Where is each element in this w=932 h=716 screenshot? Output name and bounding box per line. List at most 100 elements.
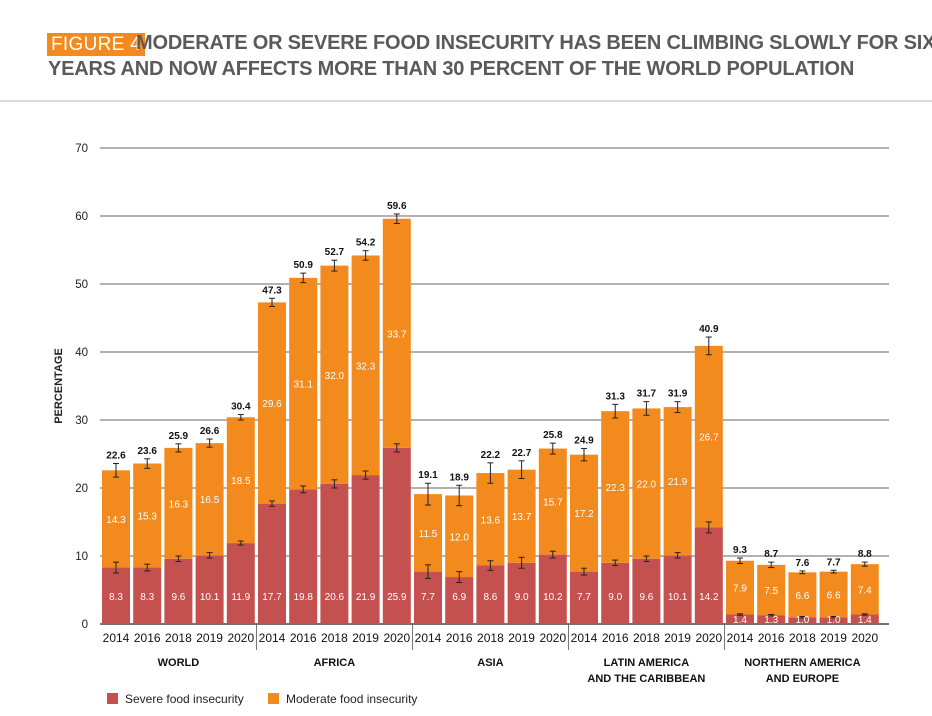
bar-moderate	[694, 345, 723, 528]
data-label-moderate: 14.3	[106, 515, 126, 526]
bar-moderate	[601, 411, 630, 563]
bar-moderate	[133, 463, 162, 568]
x-tick-label: 2014	[727, 631, 754, 645]
legend-moderate-swatch	[268, 693, 279, 704]
bar-moderate	[351, 255, 380, 476]
data-label-moderate: 16.3	[169, 499, 189, 510]
bar-severe	[445, 577, 474, 624]
data-label-total: 47.3	[262, 285, 282, 296]
data-label-moderate: 17.2	[574, 509, 594, 520]
data-label-total: 52.7	[325, 247, 345, 258]
legend-severe-label: Severe food insecurity	[125, 692, 244, 706]
data-label-moderate: 22.3	[605, 483, 625, 494]
data-label-moderate: 6.6	[827, 590, 841, 601]
bar-severe	[133, 567, 162, 624]
bar-moderate	[663, 407, 692, 556]
data-label-total: 31.7	[637, 389, 657, 400]
data-label-severe: 8.6	[483, 592, 497, 603]
data-label-total: 22.7	[512, 448, 532, 459]
data-label-severe: 7.7	[577, 592, 591, 603]
y-tick-label: 20	[75, 483, 88, 495]
data-label-total: 26.6	[200, 426, 220, 437]
bar-severe	[538, 554, 567, 624]
data-label-severe: 9.0	[515, 592, 529, 603]
x-tick-label: 2019	[664, 631, 691, 645]
data-label-total: 9.3	[733, 545, 747, 556]
bar-moderate	[570, 454, 598, 572]
bar-severe	[757, 615, 786, 624]
bar-severe	[382, 447, 411, 624]
bar-moderate	[102, 470, 130, 568]
x-tick-label: 2020	[695, 631, 722, 645]
bar-moderate	[632, 408, 661, 559]
data-label-severe: 1.4	[733, 615, 747, 626]
bar-moderate	[476, 473, 505, 566]
data-label-total: 7.7	[827, 557, 841, 568]
group-label: AND EUROPE	[766, 673, 839, 685]
y-tick-label: 70	[75, 143, 88, 155]
data-label-moderate: 26.7	[699, 433, 719, 444]
x-tick-label: 2020	[227, 631, 254, 645]
legend-moderate-label: Moderate food insecurity	[286, 692, 418, 706]
x-tick-label: 2019	[508, 631, 535, 645]
x-tick-label: 2016	[602, 631, 629, 645]
data-label-moderate: 32.3	[356, 361, 376, 372]
group-label: NORTHERN AMERICA	[744, 657, 860, 669]
data-label-total: 50.9	[293, 260, 313, 271]
data-label-total: 22.2	[481, 450, 501, 461]
data-label-severe: 7.7	[421, 592, 435, 603]
header-divider	[0, 100, 932, 102]
x-tick-label: 2018	[633, 631, 660, 645]
legend-moderate: Moderate food insecurity	[268, 692, 417, 706]
data-label-moderate: 31.1	[293, 380, 313, 391]
data-label-total: 31.3	[605, 391, 625, 402]
y-tick-label: 0	[82, 619, 88, 631]
data-label-severe: 17.7	[262, 592, 282, 603]
bar-moderate	[195, 443, 224, 556]
figure-header: FIGURE 4 MODERATE OR SEVERE FOOD INSECUR…	[0, 0, 932, 98]
bar-severe	[788, 617, 817, 624]
bar-severe	[414, 571, 442, 624]
bar-moderate	[382, 218, 411, 448]
bar-severe	[258, 503, 286, 624]
x-tick-label: 2018	[477, 631, 504, 645]
data-label-moderate: 12.0	[449, 532, 469, 543]
group-label: WORLD	[158, 657, 200, 669]
data-label-total: 59.6	[387, 201, 407, 212]
data-label-severe: 14.2	[699, 592, 719, 603]
x-tick-label: 2018	[789, 631, 816, 645]
data-label-severe: 11.9	[231, 592, 250, 603]
data-label-severe: 6.9	[452, 592, 466, 603]
bar-severe	[632, 558, 661, 624]
data-label-severe: 21.9	[356, 592, 376, 603]
bar-severe	[351, 475, 380, 624]
bar-severe	[164, 558, 193, 624]
data-label-moderate: 33.7	[387, 329, 407, 340]
x-tick-label: 2016	[290, 631, 317, 645]
bar-severe	[570, 571, 598, 624]
data-label-moderate: 7.9	[733, 584, 747, 595]
data-label-severe: 8.3	[140, 592, 154, 603]
x-tick-label: 2016	[446, 631, 473, 645]
bar-moderate	[414, 494, 442, 572]
x-tick-label: 2019	[196, 631, 223, 645]
data-label-moderate: 7.4	[858, 585, 872, 596]
bar-moderate	[445, 495, 474, 578]
data-label-moderate: 13.7	[512, 512, 532, 523]
y-tick-label: 50	[75, 279, 88, 291]
bar-severe	[102, 567, 130, 624]
bar-moderate	[726, 560, 754, 615]
data-label-severe: 25.9	[387, 592, 407, 603]
data-label-severe: 1.0	[827, 615, 841, 626]
chart-title-line2: YEARS AND NOW AFFECTS MORE THAN 30 PERCE…	[48, 58, 855, 80]
group-label: AFRICA	[314, 657, 356, 669]
data-label-moderate: 29.6	[262, 399, 282, 410]
bar-severe	[663, 555, 692, 624]
data-label-severe: 20.6	[325, 592, 345, 603]
data-label-moderate: 22.0	[637, 480, 657, 491]
bar-severe	[195, 555, 224, 624]
bar-moderate	[757, 564, 786, 616]
data-label-severe: 9.6	[171, 592, 185, 603]
x-tick-label: 2014	[571, 631, 598, 645]
